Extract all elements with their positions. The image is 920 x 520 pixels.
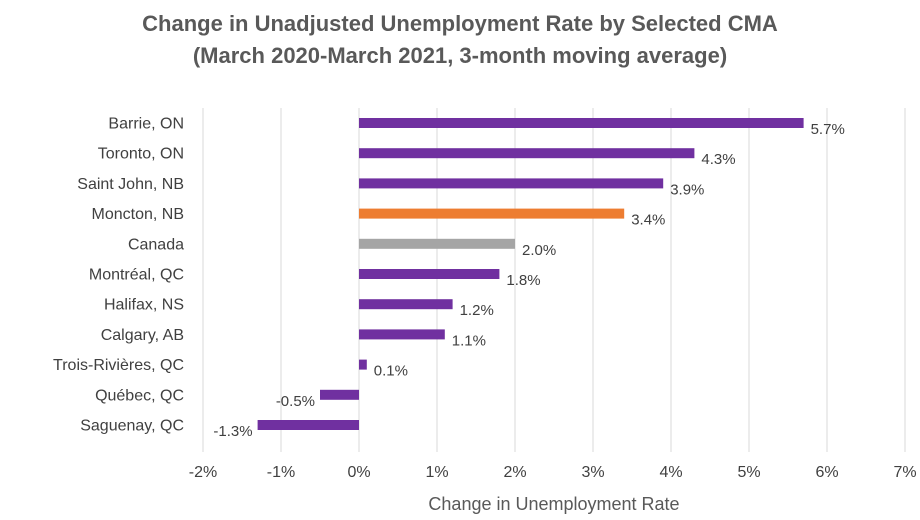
bar bbox=[359, 208, 625, 219]
category-label: Saint John, NB bbox=[77, 176, 184, 193]
x-tick-label: -2% bbox=[189, 464, 217, 481]
chart-subtitle: (March 2020-March 2021, 3-month moving a… bbox=[192, 43, 728, 68]
data-label: 0.1% bbox=[374, 363, 408, 380]
category-label: Halifax, NS bbox=[104, 297, 184, 314]
category-label: Saguenay, QC bbox=[80, 418, 184, 435]
bar bbox=[257, 420, 359, 430]
data-labels: 5.7% 4.3% 3.9% 3.4% 2.0% 1.8% 1.2% 1.1% 0.1% -0.5… bbox=[213, 121, 844, 440]
bar bbox=[359, 299, 453, 310]
data-label: 1.2% bbox=[460, 302, 494, 319]
category-label: Canada bbox=[128, 236, 184, 253]
category-label: Barrie, ON bbox=[108, 116, 184, 133]
x-tick-label: 1% bbox=[425, 464, 448, 481]
bar bbox=[359, 178, 664, 189]
data-label: 5.7% bbox=[811, 121, 845, 138]
category-labels: Barrie, ON Toronto, ON Saint John, NB Monct… bbox=[53, 116, 184, 435]
bar bbox=[320, 389, 359, 400]
category-label: Montréal, QC bbox=[89, 267, 184, 284]
category-label: Calgary, AB bbox=[101, 327, 184, 344]
data-label: 1.1% bbox=[452, 332, 486, 349]
chart-title-line1: Change in Unadjusted Unemployment Rate b… bbox=[142, 11, 778, 36]
bar bbox=[359, 238, 515, 249]
x-tick-label: 6% bbox=[815, 464, 838, 481]
category-label: Québec, QC bbox=[95, 387, 184, 404]
data-label: 3.4% bbox=[631, 212, 665, 229]
data-label: 4.3% bbox=[701, 151, 735, 168]
data-label: -0.5% bbox=[276, 393, 315, 410]
data-label: 2.0% bbox=[522, 242, 556, 259]
x-tick-label: 5% bbox=[737, 464, 760, 481]
bar bbox=[359, 269, 500, 279]
bar bbox=[359, 329, 445, 340]
x-tick-label: 2% bbox=[503, 464, 526, 481]
bars bbox=[257, 118, 804, 430]
category-label: Moncton, NB bbox=[92, 206, 184, 223]
category-label: Toronto, ON bbox=[98, 146, 184, 163]
category-label: Trois-Rivières, QC bbox=[53, 357, 184, 374]
x-tick-label: -1% bbox=[267, 464, 295, 481]
data-label: 1.8% bbox=[506, 272, 540, 289]
chart-title: Change in Unadjusted Unemployment Rate b… bbox=[0, 8, 920, 72]
data-label: 3.9% bbox=[670, 181, 704, 198]
bar bbox=[359, 359, 367, 370]
x-tick-label: 7% bbox=[893, 464, 916, 481]
bar bbox=[359, 118, 804, 128]
gridlines bbox=[202, 108, 906, 452]
x-axis-label: Change in Unemployment Rate bbox=[428, 494, 679, 514]
data-label: -1.3% bbox=[213, 423, 252, 440]
x-tick-label: 0% bbox=[347, 464, 370, 481]
x-tick-label: 3% bbox=[581, 464, 604, 481]
bar bbox=[359, 148, 695, 159]
x-tick-label: 4% bbox=[659, 464, 682, 481]
x-tick-labels: -2% -1% 0% 1% 2% 3% 4% 5% 6% 7% bbox=[189, 464, 917, 481]
